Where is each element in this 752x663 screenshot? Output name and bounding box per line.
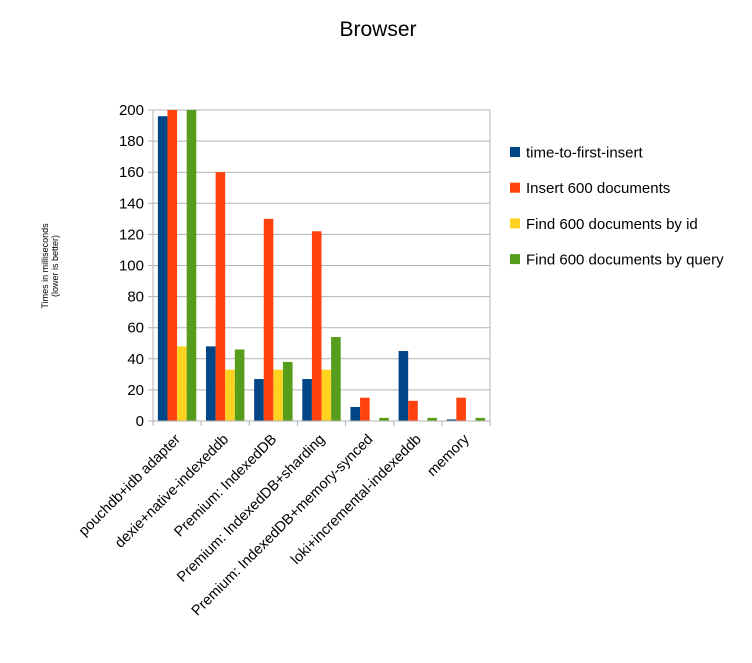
bar	[167, 110, 178, 421]
y-tick-label: 160	[119, 164, 144, 181]
legend-label: Find 600 documents by query	[526, 252, 724, 269]
bar	[302, 379, 312, 421]
chart-title: Browser	[339, 18, 416, 41]
legend-swatch	[510, 147, 520, 157]
y-axis-label: Times in milliseconds (lower is better)	[40, 223, 60, 309]
y-axis-label-line2: (lower is better)	[50, 235, 60, 297]
bar	[234, 349, 245, 421]
y-tick-label: 180	[119, 133, 144, 150]
bar	[254, 379, 264, 421]
bar	[475, 417, 486, 421]
bar	[331, 337, 341, 421]
bar	[456, 397, 466, 421]
bar	[206, 346, 216, 421]
y-tick-label: 80	[127, 289, 144, 306]
x-category-label: Premium: IndexedDB+memory-synced	[189, 432, 377, 620]
bar	[427, 417, 437, 421]
y-axis-ticks: 0 20 40 60 80 100 120 140 160 180 200	[119, 102, 153, 430]
legend-swatch	[510, 254, 520, 265]
legend-swatch	[510, 218, 520, 229]
bars	[157, 110, 486, 421]
bar	[311, 231, 322, 421]
bar	[157, 116, 168, 421]
y-tick-label: 120	[119, 226, 144, 243]
bar	[263, 218, 274, 421]
bar	[186, 110, 197, 421]
legend-label: Insert 600 documents	[526, 180, 670, 197]
bar	[379, 417, 389, 421]
y-tick-label: 20	[127, 382, 144, 399]
bar	[446, 419, 457, 421]
bar	[408, 400, 418, 421]
bar	[350, 407, 361, 421]
legend-swatch	[510, 182, 520, 193]
legend-label: Find 600 documents by id	[526, 216, 698, 233]
bar	[398, 351, 409, 421]
y-axis-label-line1: Times in milliseconds	[40, 223, 50, 309]
y-tick-label: 140	[119, 195, 144, 212]
y-tick-label: 0	[136, 413, 144, 430]
bar	[273, 369, 283, 421]
legend-label: time-to-first-insert	[526, 145, 644, 162]
bar	[282, 361, 293, 421]
y-tick-label: 200	[119, 102, 144, 119]
bar	[177, 346, 187, 421]
bar	[225, 369, 235, 421]
x-axis-categories: pouchdb+idb adapterdexie+native-indexedd…	[76, 431, 473, 619]
x-category-label: memory	[424, 431, 473, 480]
bar	[215, 172, 226, 421]
bar	[360, 397, 370, 421]
axes	[152, 110, 491, 426]
legend: time-to-first-insert Insert 600 documents…	[510, 145, 724, 269]
y-tick-label: 40	[127, 351, 144, 368]
y-tick-label: 60	[127, 320, 144, 337]
y-tick-label: 100	[119, 258, 144, 275]
bar	[321, 369, 332, 421]
